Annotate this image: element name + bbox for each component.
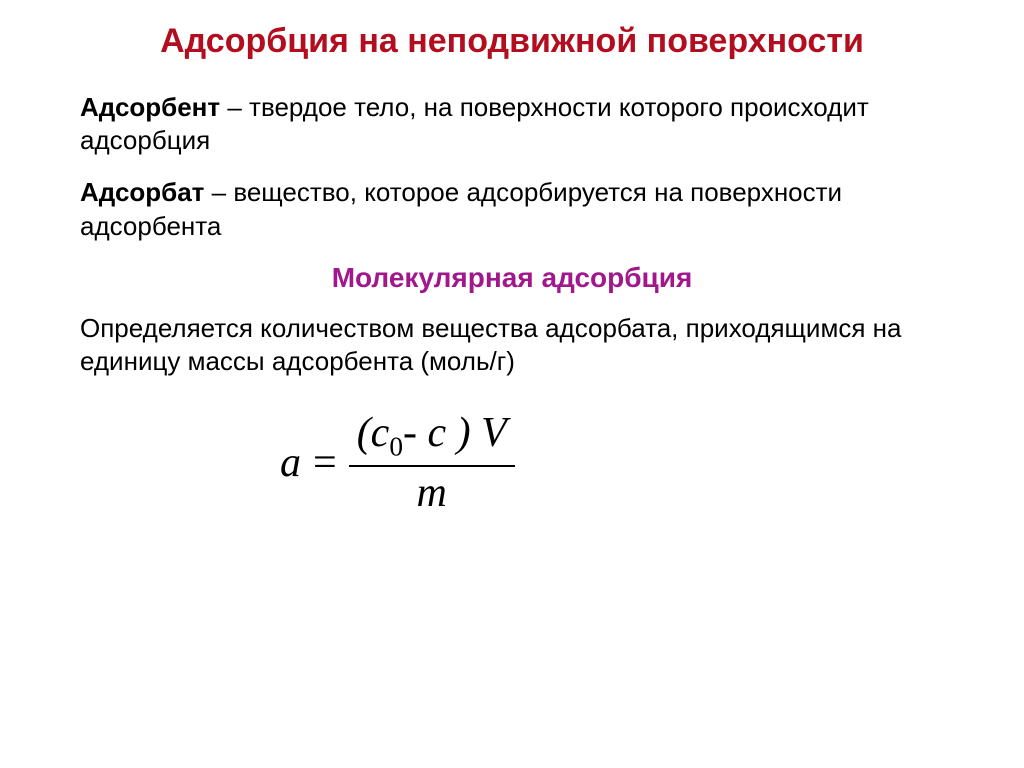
formula-fraction: (с0- с ) V m: [349, 409, 515, 516]
slide-title: Адсорбция на неподвижной поверхности: [80, 20, 944, 63]
num-sub: 0: [389, 432, 403, 462]
formula-lhs: a: [280, 439, 301, 487]
num-open: (с: [357, 410, 390, 456]
definition-adsorbate: Адсорбат – вещество, которое адсорбирует…: [80, 176, 944, 244]
formula-equals: =: [313, 439, 337, 487]
description-text: Определяется количеством вещества адсорб…: [80, 312, 944, 380]
slide: Адсорбция на неподвижной поверхности Адс…: [0, 0, 1024, 768]
definition-adsorbent: Адсорбент – твердое тело, на поверхности…: [80, 91, 944, 159]
num-mid: - с ) V: [403, 410, 507, 456]
term-adsorbent: Адсорбент: [80, 92, 220, 122]
term-adsorbate: Адсорбат: [80, 177, 204, 207]
formula-denominator: m: [417, 467, 447, 517]
formula-numerator: (с0- с ) V: [349, 409, 515, 464]
subheading-molecular: Молекулярная адсорбция: [80, 262, 944, 294]
formula: a = (с0- с ) V m: [80, 409, 944, 516]
